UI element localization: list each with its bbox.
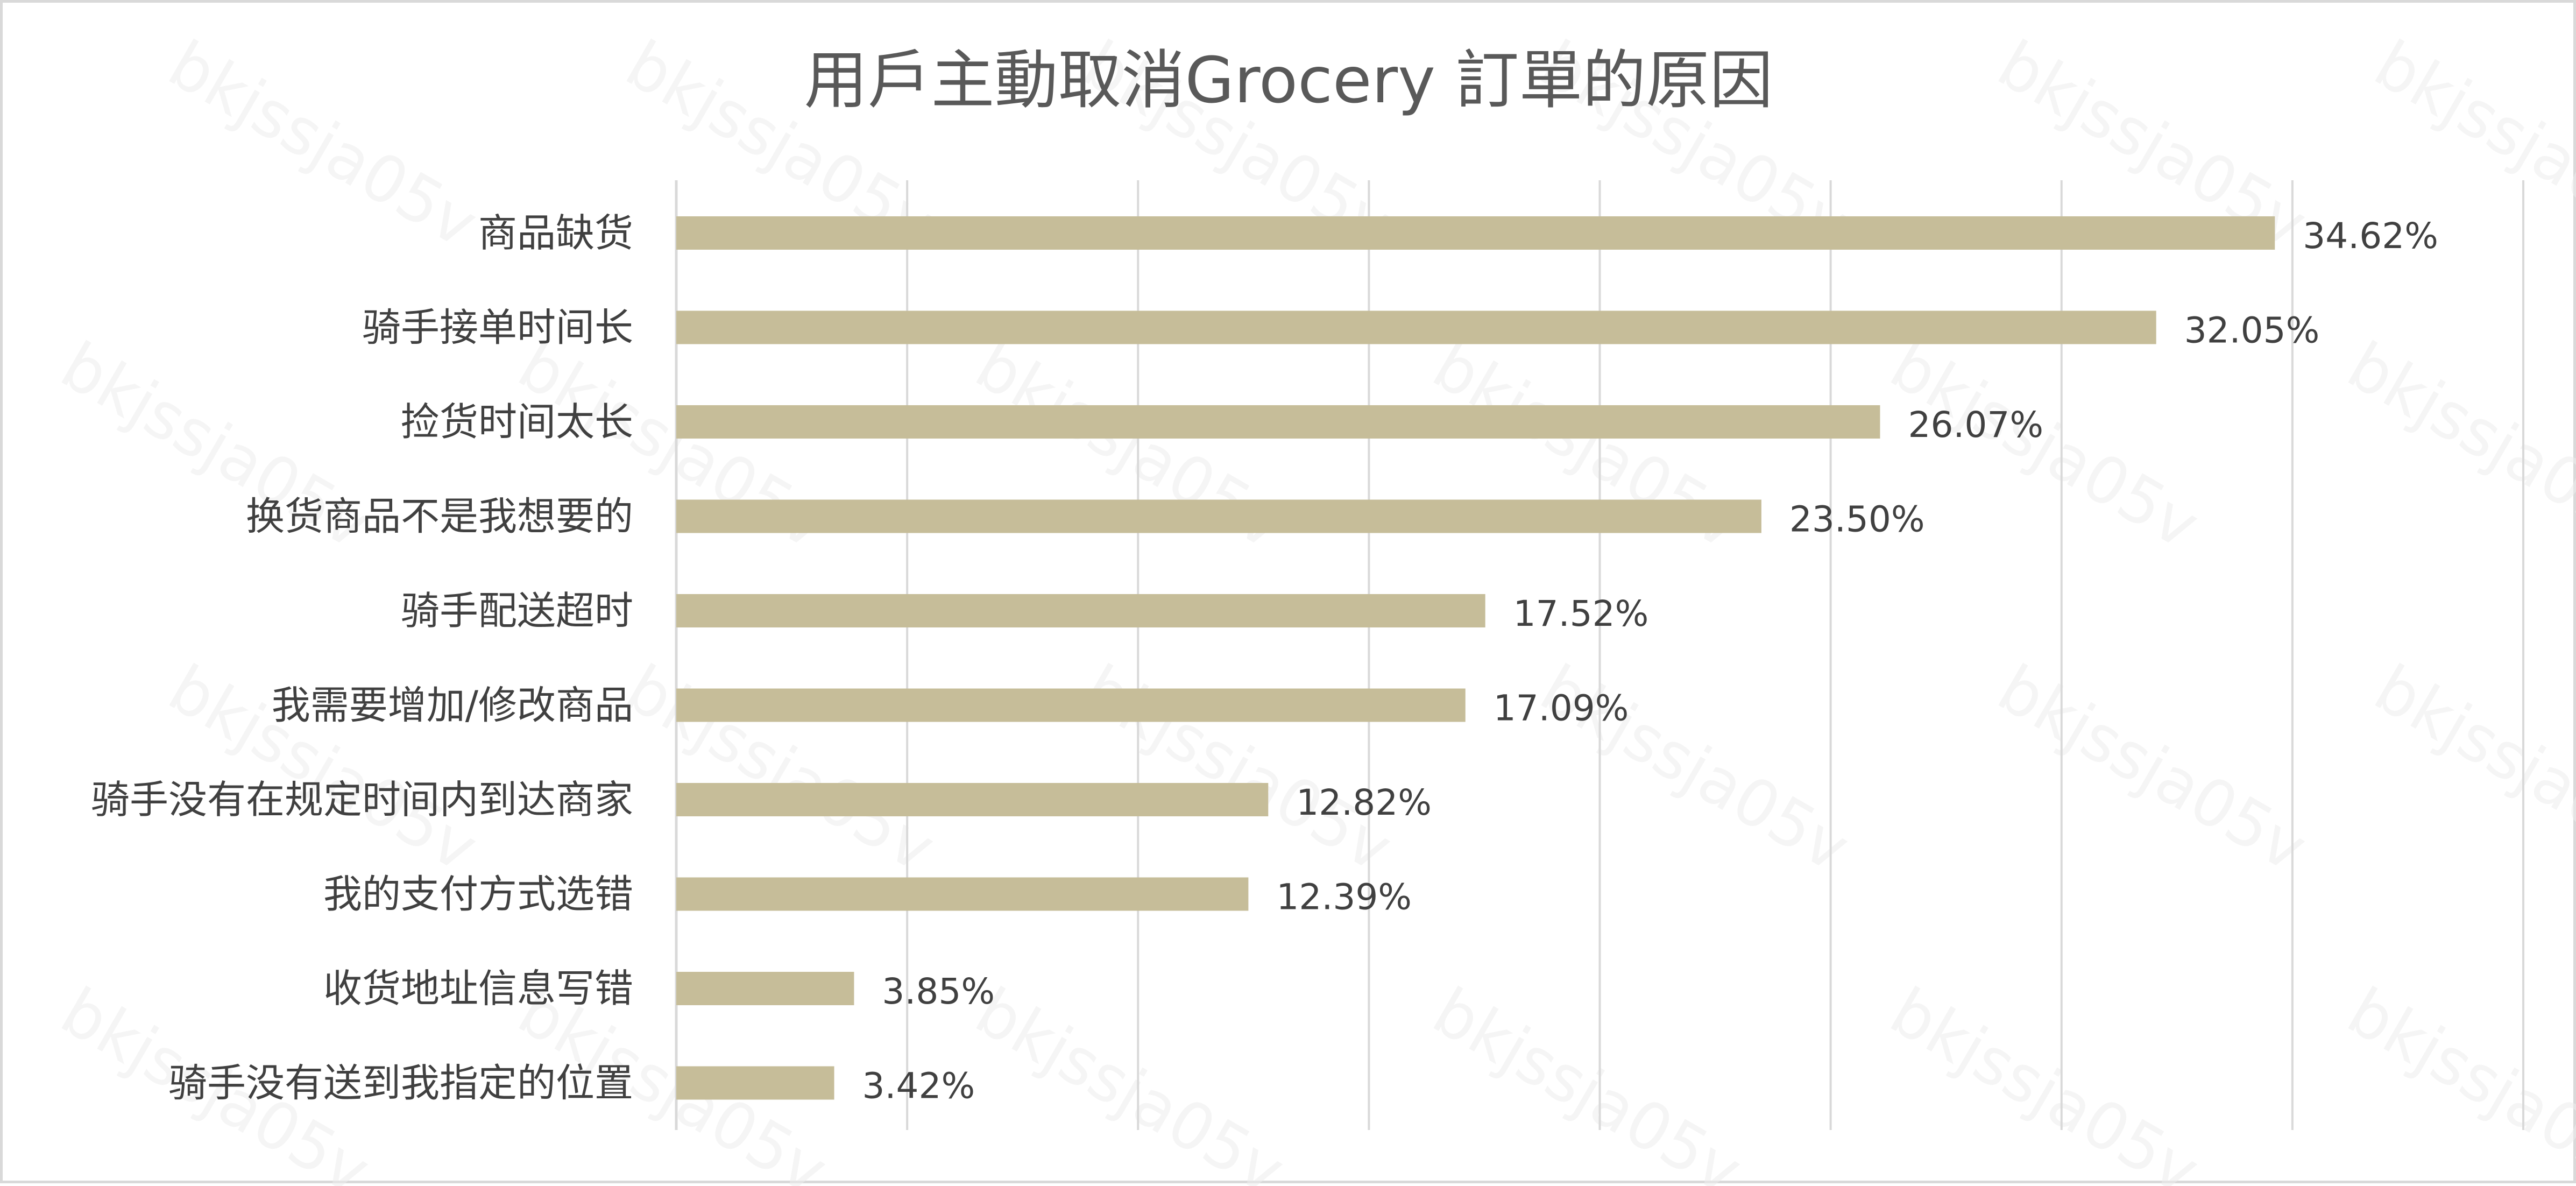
data-label: 23.50% [1789, 499, 1925, 540]
category-label: 骑手没有送到我指定的位置 [168, 1061, 633, 1106]
category-label: 换货商品不是我想要的 [246, 494, 633, 539]
watermark-text: bkjssja05v [2336, 974, 2576, 1186]
data-label: 17.09% [1494, 688, 1629, 729]
data-label: 32.05% [2184, 310, 2320, 351]
bar [676, 311, 2156, 344]
watermark-text: bkjssja05v [2336, 328, 2576, 564]
bar [676, 594, 1485, 627]
watermark-text: bkjssja05v [1071, 651, 1404, 887]
category-label: 商品缺货 [478, 210, 633, 256]
data-label: 12.39% [1276, 877, 1412, 918]
category-label: 骑手接单时间长 [362, 305, 633, 350]
watermark-text: bkjssja05v [1878, 974, 2211, 1186]
watermark-text: bkjssja05v [964, 974, 1297, 1186]
bar [676, 689, 1466, 722]
bar [676, 500, 1761, 533]
data-label: 3.42% [862, 1065, 975, 1107]
data-label: 12.82% [1296, 782, 1432, 823]
bar [676, 972, 854, 1005]
category-label: 骑手配送超时 [401, 588, 633, 633]
bar [676, 405, 1880, 439]
bar [676, 878, 1248, 911]
bar [676, 783, 1268, 816]
chart-title: 用戶主動取消Grocery 訂單的原因 [804, 43, 1773, 117]
data-label: 34.62% [2303, 215, 2438, 257]
watermark-text: bkjssja05v [1878, 328, 2211, 564]
watermark-text: bkjssja05v [157, 27, 490, 263]
data-label: 17.52% [1513, 593, 1649, 634]
category-label: 收货地址信息写错 [323, 966, 633, 1011]
watermark-text: bkjssja05v [2362, 651, 2576, 887]
data-label: 26.07% [1908, 404, 2043, 446]
bar [676, 216, 2275, 250]
category-labels: 商品缺货骑手接单时间长捡货时间太长换货商品不是我想要的骑手配送超时我需要增加/修… [91, 210, 633, 1106]
value-labels: 34.62% 32.05% 26.07% 23.50% 17.52% 17.09% 12.8… [862, 215, 2438, 1107]
watermark-text: bkjssja05v [1421, 974, 1754, 1186]
category-label: 骑手没有在规定时间内到达商家 [91, 777, 633, 822]
category-label: 我需要增加/修改商品 [272, 683, 633, 728]
watermark-text: bkjssja05v [1528, 651, 1862, 887]
data-label: 3.85% [882, 971, 995, 1012]
bar [676, 1067, 834, 1100]
category-label: 我的支付方式选错 [323, 872, 633, 917]
category-label: 捡货时间太长 [401, 399, 633, 444]
watermark-text: bkjssja05v [614, 651, 947, 887]
watermark-text: bkjssja05v [1986, 651, 2319, 887]
